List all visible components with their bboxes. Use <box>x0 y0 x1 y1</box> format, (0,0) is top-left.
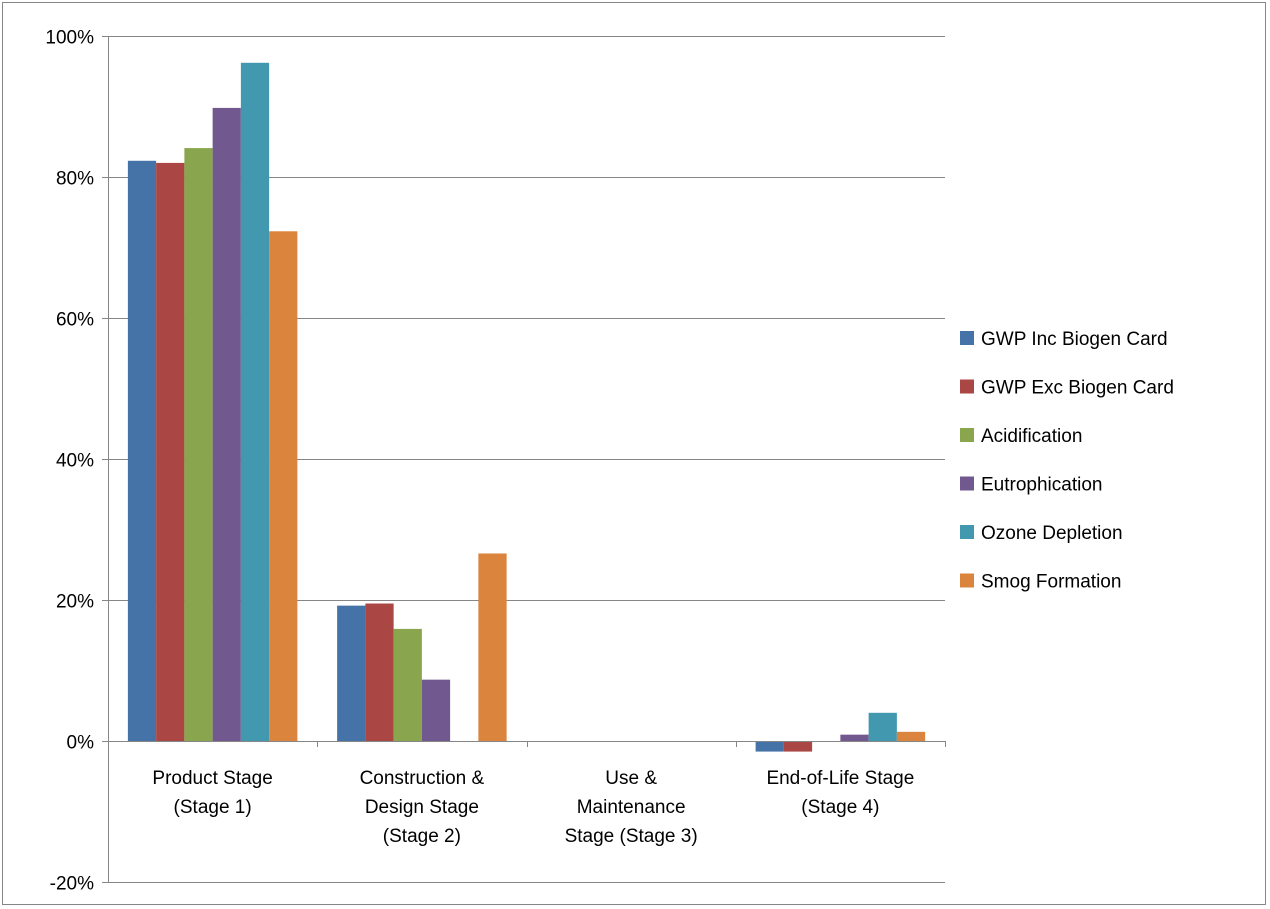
bar <box>184 148 213 742</box>
bar <box>868 712 897 741</box>
bar <box>393 628 422 741</box>
legend-label: Acidification <box>981 426 1082 447</box>
legend-label: GWP Exc Biogen Card <box>981 378 1174 399</box>
legend-swatch <box>960 476 974 491</box>
legend-label: Eutrophication <box>981 475 1102 496</box>
legend: GWP Inc Biogen Card GWP Exc Biogen Card Ac… <box>960 329 1174 593</box>
x-category-label: Maintenance <box>577 797 686 818</box>
x-category-label: (Stage 4) <box>801 797 879 818</box>
x-category-label: (Stage 1) <box>174 797 252 818</box>
bar <box>478 553 507 741</box>
bar <box>240 62 270 742</box>
bar <box>421 679 451 741</box>
legend-item: Acidification <box>960 426 1082 447</box>
x-category-label: Construction & <box>360 768 485 789</box>
x-category-label: Design Stage <box>365 797 479 818</box>
legend-swatch <box>960 573 974 588</box>
bar <box>783 741 813 752</box>
legend-item: GWP Exc Biogen Card <box>960 378 1174 399</box>
y-tick-label: 60% <box>56 310 94 331</box>
legend-item: GWP Inc Biogen Card <box>960 329 1168 350</box>
legend-label: GWP Inc Biogen Card <box>981 329 1168 350</box>
bar <box>896 731 926 741</box>
y-tick-label: 100% <box>45 28 94 49</box>
bar <box>840 734 869 741</box>
x-category-label: Stage (Stage 3) <box>565 826 698 847</box>
y-tick-label: 80% <box>56 169 94 190</box>
legend-item: Eutrophication <box>960 475 1102 496</box>
legend-swatch <box>960 428 974 442</box>
legend-swatch <box>960 379 974 394</box>
bar <box>269 231 298 741</box>
bar <box>365 603 394 741</box>
legend-item: Smog Formation <box>960 572 1121 593</box>
x-category-label: End-of-Life Stage <box>766 768 914 789</box>
x-category-label: Product Stage <box>152 768 272 789</box>
x-category-label: (Stage 2) <box>383 826 461 847</box>
legend-swatch <box>960 525 974 539</box>
legend-swatch <box>960 331 974 345</box>
y-tick-label: -20% <box>50 874 94 895</box>
bar <box>156 162 185 741</box>
legend-item: Ozone Depletion <box>960 523 1123 544</box>
y-tick-label: 40% <box>56 451 94 472</box>
x-category-label: Use & <box>605 768 657 789</box>
x-axis-category-labels: Product Stage (Stage 1) Construction & Desi… <box>152 768 914 847</box>
bar <box>212 107 241 741</box>
y-tick-label: 20% <box>56 592 94 613</box>
axes <box>102 36 946 883</box>
bar <box>755 741 784 752</box>
bars <box>127 62 926 752</box>
y-tick-label: 0% <box>67 733 95 754</box>
legend-label: Ozone Depletion <box>981 523 1123 544</box>
y-axis-tick-labels: -20% 0% 20% 40% 60% 80% 100% <box>45 28 94 895</box>
bar <box>337 605 366 741</box>
legend-label: Smog Formation <box>981 572 1121 593</box>
bar <box>127 160 157 741</box>
